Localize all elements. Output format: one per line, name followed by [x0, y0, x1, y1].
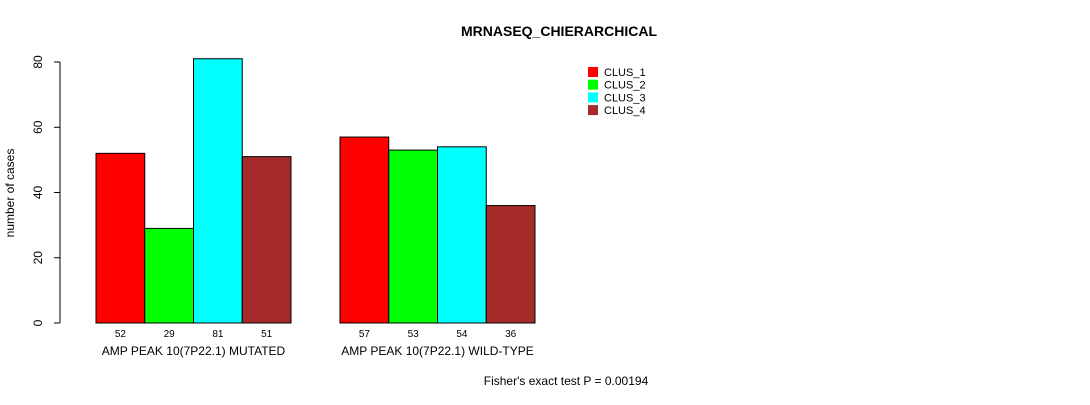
- legend-label: CLUS_4: [604, 105, 646, 117]
- bar-clus-2: [144, 227, 194, 324]
- y-tick-label: 80: [31, 55, 45, 69]
- bar-value-label: 36: [505, 329, 517, 340]
- bar-clus-1: [95, 152, 146, 324]
- legend-label: CLUS_3: [604, 92, 646, 104]
- chart-title: MRNASEQ_CHIERARCHICAL: [461, 23, 657, 39]
- bar-clus-3: [193, 58, 243, 324]
- bar-clus-4: [241, 156, 292, 324]
- y-tick-label: 0: [31, 319, 45, 326]
- fisher-test-annotation: Fisher's exact test P = 0.00194: [484, 374, 649, 388]
- legend-swatch: [588, 79, 598, 90]
- y-axis-label: number of cases: [3, 149, 17, 238]
- y-axis: 0 20 40 60 80: [31, 55, 61, 326]
- bar-value-label: 54: [456, 329, 468, 340]
- bar-clus-4: [485, 205, 536, 324]
- legend-swatch: [588, 92, 598, 103]
- bar-value-label: 53: [408, 329, 420, 340]
- bar-value-label: 81: [212, 329, 224, 340]
- bars: 52 29 81 51 AMP PEAK 10(7P22.1) MUTATED 57 53 5…: [95, 58, 536, 358]
- group-label: AMP PEAK 10(7P22.1) WILD-TYPE: [341, 344, 534, 358]
- legend-label: CLUS_1: [604, 67, 646, 79]
- bar-clus-1: [339, 136, 390, 324]
- y-tick-label: 40: [31, 186, 45, 200]
- y-tick-label: 60: [31, 120, 45, 134]
- bar-value-label: 52: [115, 329, 127, 340]
- bar-value-label: 57: [359, 329, 371, 340]
- bar-value-label: 29: [164, 329, 176, 340]
- bar-value-label: 51: [261, 329, 273, 340]
- y-tick-label: 20: [31, 251, 45, 265]
- bar-clus-2: [388, 149, 438, 324]
- bar-clus-3: [437, 146, 487, 324]
- legend-swatch: [588, 67, 598, 77]
- group-label: AMP PEAK 10(7P22.1) MUTATED: [102, 344, 286, 358]
- legend-label: CLUS_2: [604, 80, 646, 92]
- legend-swatch: [588, 105, 598, 116]
